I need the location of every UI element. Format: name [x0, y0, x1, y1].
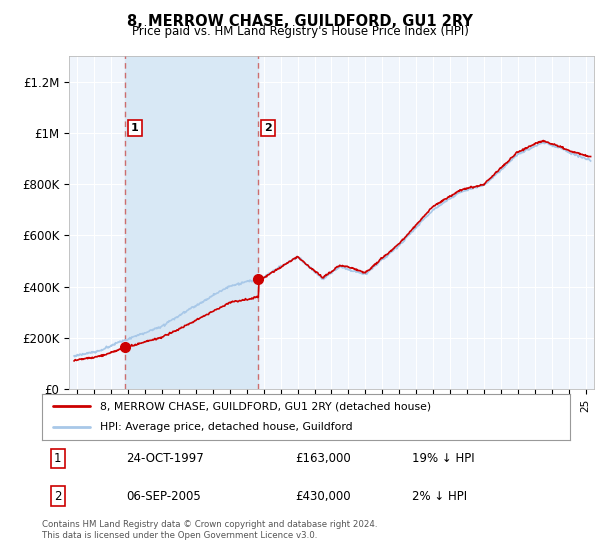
Text: 24-OCT-1997: 24-OCT-1997 — [127, 452, 204, 465]
Text: HPI: Average price, detached house, Guildford: HPI: Average price, detached house, Guil… — [100, 422, 353, 432]
Text: 19% ↓ HPI: 19% ↓ HPI — [412, 452, 474, 465]
Text: 1: 1 — [131, 123, 139, 133]
Text: Contains HM Land Registry data © Crown copyright and database right 2024.
This d: Contains HM Land Registry data © Crown c… — [42, 520, 377, 540]
Text: £163,000: £163,000 — [295, 452, 351, 465]
Text: 8, MERROW CHASE, GUILDFORD, GU1 2RY: 8, MERROW CHASE, GUILDFORD, GU1 2RY — [127, 14, 473, 29]
Bar — [125, 56, 259, 389]
Text: 8, MERROW CHASE, GUILDFORD, GU1 2RY (detached house): 8, MERROW CHASE, GUILDFORD, GU1 2RY (det… — [100, 401, 431, 411]
Text: 2% ↓ HPI: 2% ↓ HPI — [412, 490, 467, 503]
Text: 2: 2 — [264, 123, 272, 133]
Text: £430,000: £430,000 — [295, 490, 351, 503]
Text: 1: 1 — [54, 452, 62, 465]
Text: 06-SEP-2005: 06-SEP-2005 — [127, 490, 201, 503]
Text: Price paid vs. HM Land Registry's House Price Index (HPI): Price paid vs. HM Land Registry's House … — [131, 25, 469, 38]
Text: 2: 2 — [54, 490, 62, 503]
